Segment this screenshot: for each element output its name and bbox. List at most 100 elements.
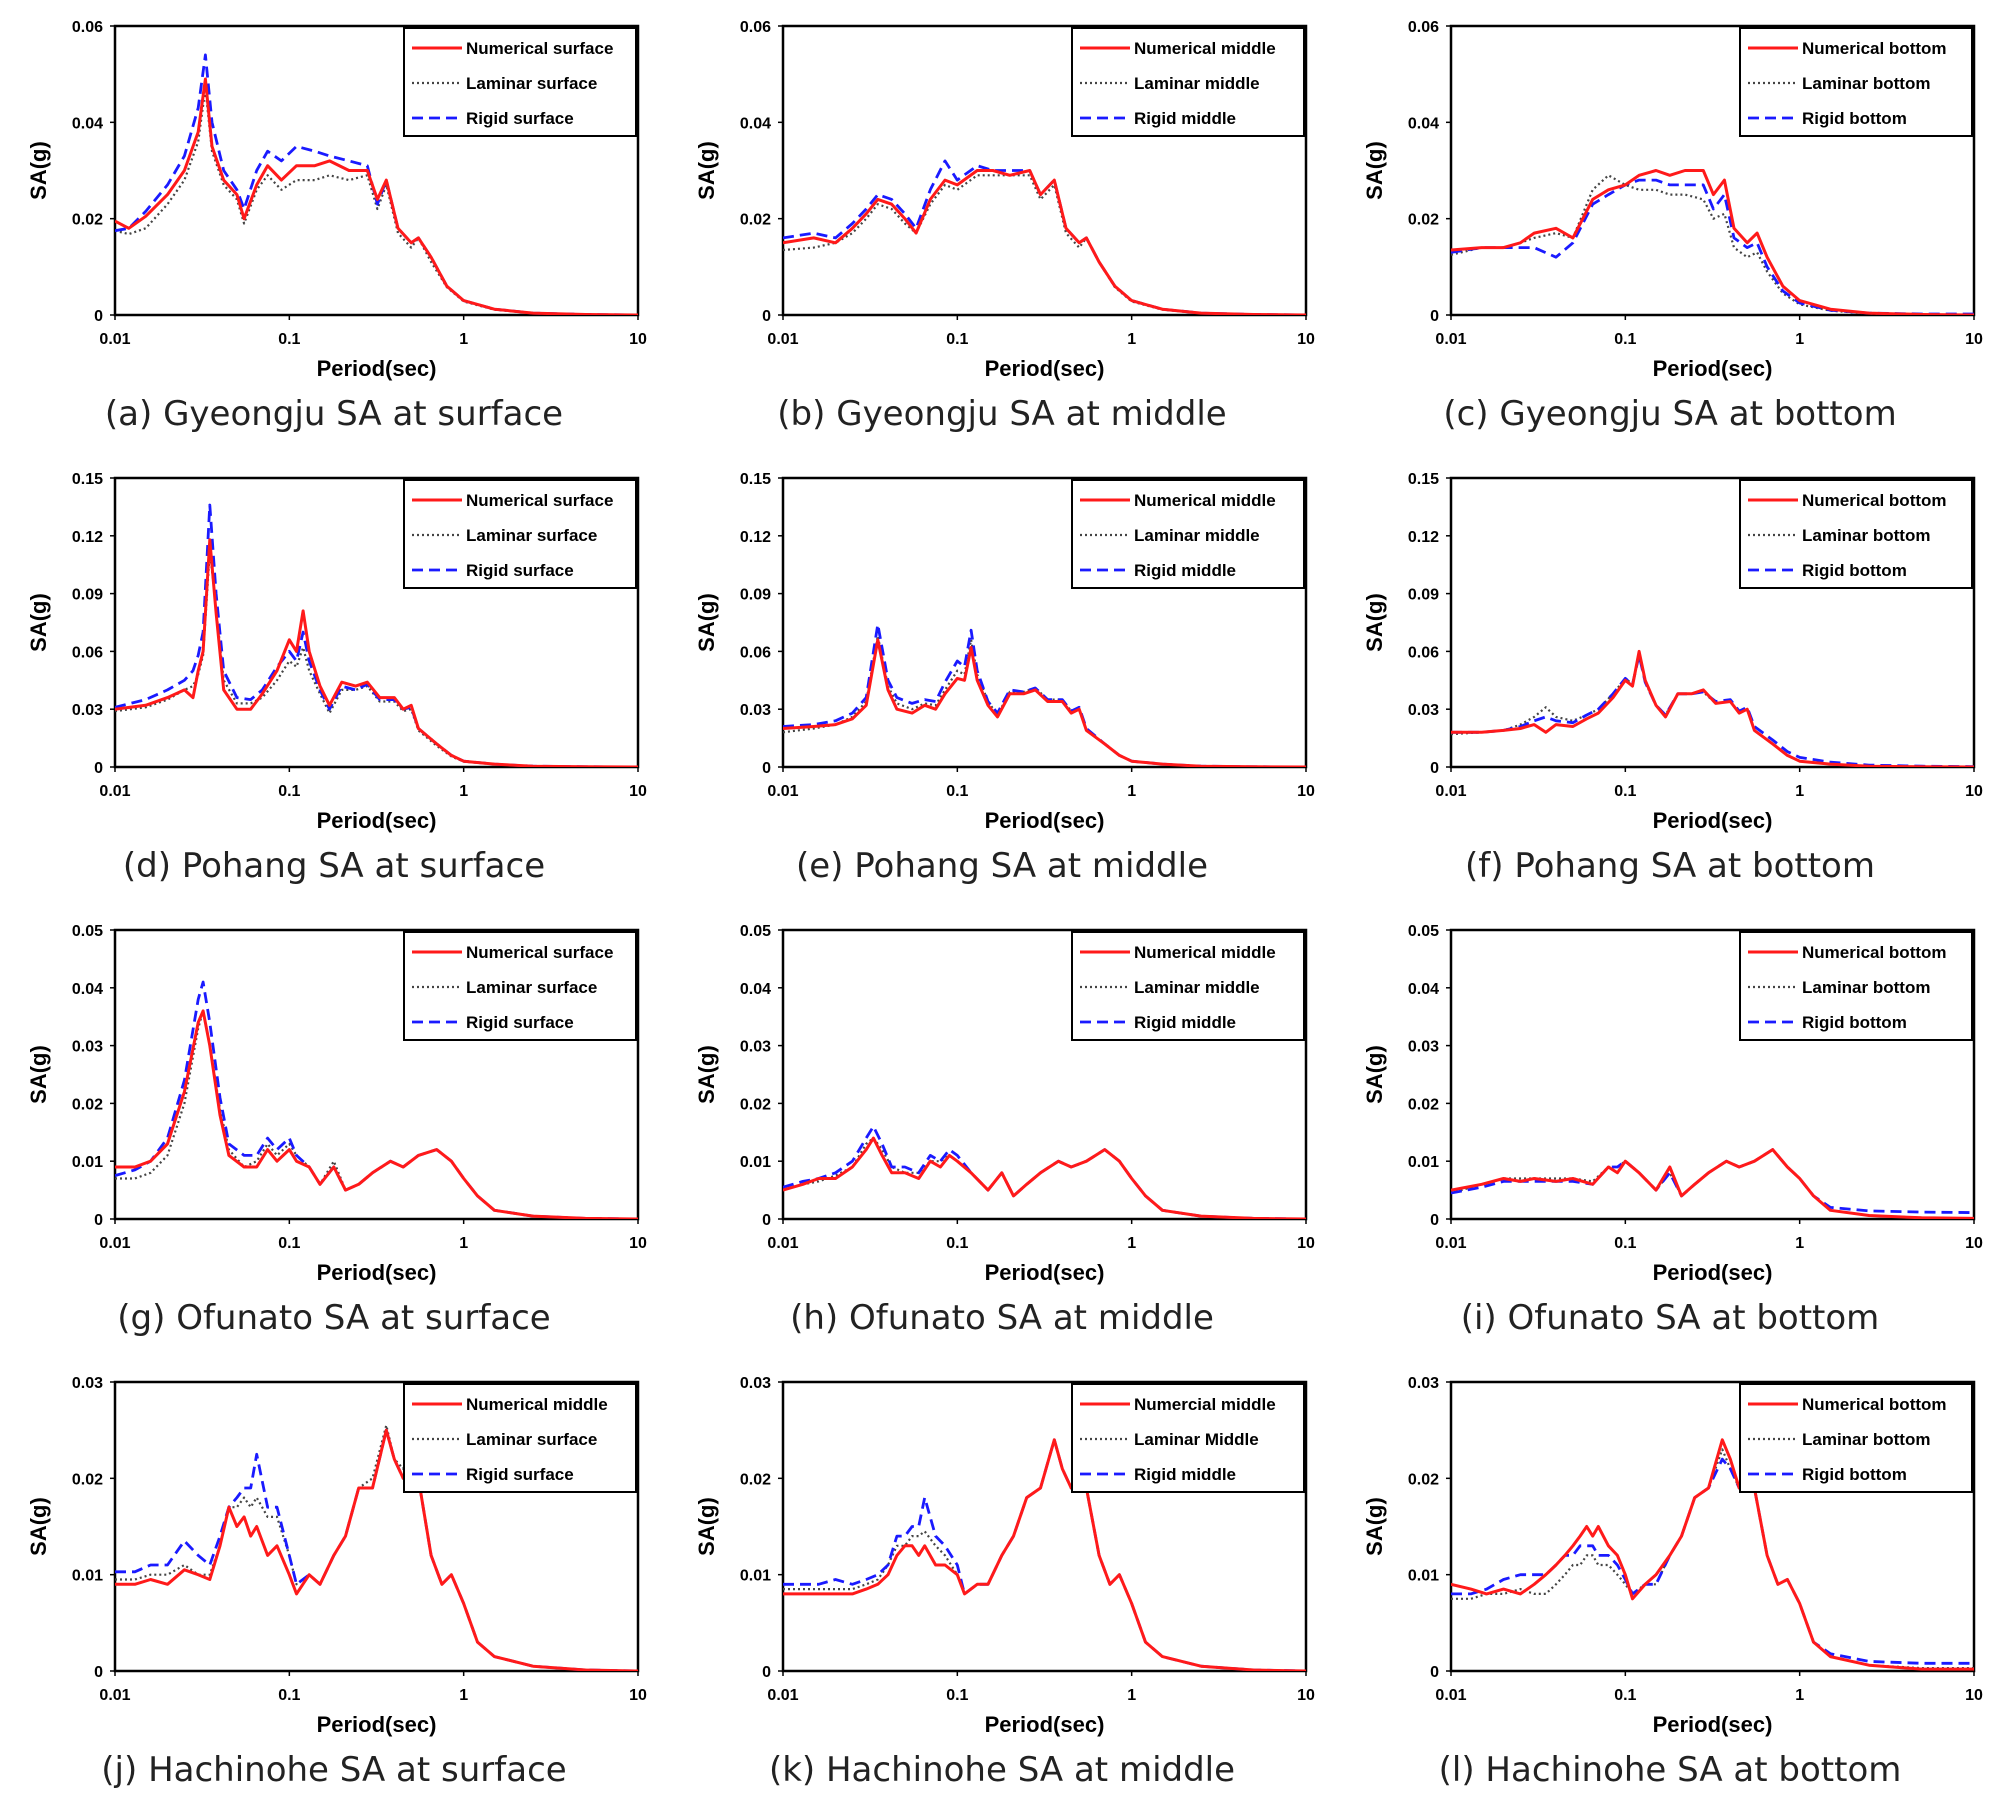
legend: Numerical bottom Laminar bottom Rigid bott… — [1739, 1383, 1973, 1493]
plot-frame — [1449, 1380, 1976, 1673]
chart-svg: 0 0.02 0.04 0.06 0.01 0.1 1 10 Period(sec) SA(g) N… — [694, 19, 1315, 381]
legend: Numercial middle Laminar Middle Rigid midd… — [1071, 1383, 1305, 1493]
chart-svg: 0 0.01 0.02 0.03 0.01 0.1 1 10 Period(sec) SA(g) N… — [694, 1375, 1315, 1737]
x-tick-label: 10 — [1297, 1235, 1315, 1252]
y-axis-label: SA(g) — [694, 141, 719, 200]
chart-svg: 0 0.03 0.06 0.09 0.12 0.15 0.01 0.1 1 10 Period(se… — [26, 471, 647, 833]
x-tick-label: 0.1 — [946, 783, 968, 800]
x-tick-label: 1 — [1127, 331, 1136, 348]
x-tick-label: 1 — [459, 331, 468, 348]
y-tick-label: 0.05 — [740, 923, 771, 940]
series-line-rigid — [783, 159, 1306, 315]
x-axis-label: Period(sec) — [317, 1712, 437, 1737]
y-tick-label: 0.03 — [72, 1375, 103, 1392]
x-tick-label: 0.01 — [99, 1687, 130, 1704]
series-line-numerical — [783, 638, 1306, 767]
series-line-numerical — [1451, 169, 1974, 315]
legend-label: Laminar surface — [466, 978, 597, 997]
x-tick-label: 1 — [1795, 1235, 1804, 1252]
y-tick-label: 0.03 — [740, 1039, 771, 1056]
x-tick-label: 10 — [1965, 331, 1983, 348]
series-line-numerical — [783, 169, 1306, 315]
series-line-numerical — [1451, 1148, 1974, 1219]
x-axis-label: Period(sec) — [317, 1260, 437, 1285]
figure-caption: (l) Hachinohe SA at bottom — [1438, 1750, 1902, 1790]
x-axis-label: Period(sec) — [1653, 356, 1773, 381]
y-tick-label: 0.01 — [1408, 1154, 1439, 1171]
legend-label: Numerical bottom — [1802, 1395, 1947, 1414]
figure-caption: (e) Pohang SA at middle — [795, 846, 1209, 886]
x-tick-label: 1 — [459, 1235, 468, 1252]
y-tick-label: 0.02 — [72, 1471, 103, 1488]
figure-caption: (j) Hachinohe SA at surface — [101, 1750, 567, 1790]
y-tick-label: 0.03 — [1408, 1039, 1439, 1056]
figure-caption: (b) Gyeongju SA at middle — [777, 394, 1227, 434]
legend: Numerical surface Laminar surface Rigid su… — [403, 27, 637, 137]
chart-panel-h: 0 0.01 0.02 0.03 0.04 0.05 0.01 0.1 1 10 Period(se… — [668, 904, 1336, 1356]
plot-frame — [1449, 24, 1976, 317]
y-tick-label: 0.06 — [740, 644, 771, 661]
y-tick-label: 0.06 — [1408, 644, 1439, 661]
y-tick-label: 0.02 — [72, 212, 103, 229]
legend-label: Laminar middle — [1134, 978, 1260, 997]
legend-label: Rigid bottom — [1802, 1013, 1907, 1032]
x-tick-label: 0.01 — [99, 783, 130, 800]
y-tick-label: 0 — [762, 1664, 771, 1681]
x-tick-label: 1 — [459, 783, 468, 800]
x-tick-label: 10 — [1297, 331, 1315, 348]
series-line-laminar — [783, 1137, 1306, 1219]
y-tick-label: 0.01 — [72, 1154, 103, 1171]
legend-label: Rigid surface — [466, 1465, 574, 1484]
x-tick-label: 0.1 — [946, 1235, 968, 1252]
chart-svg: 0 0.02 0.04 0.06 0.01 0.1 1 10 Period(sec) SA(g) N… — [26, 19, 647, 381]
x-axis-label: Period(sec) — [1653, 808, 1773, 833]
legend-label: Rigid middle — [1134, 1013, 1236, 1032]
legend: Numerical middle Laminar middle Rigid midd… — [1071, 479, 1305, 589]
legend-label: Laminar middle — [1134, 74, 1260, 93]
legend-label: Laminar bottom — [1802, 978, 1930, 997]
y-tick-label: 0.06 — [740, 19, 771, 36]
y-tick-label: 0 — [762, 308, 771, 325]
chart-panel-c: 0 0.02 0.04 0.06 0.01 0.1 1 10 Period(sec) SA(g) N… — [1336, 0, 2004, 452]
legend-box — [1739, 27, 1973, 137]
y-tick-label: 0.03 — [1408, 1375, 1439, 1392]
legend: Numerical middle Laminar middle Rigid midd… — [1071, 931, 1305, 1041]
figure-caption: (k) Hachinohe SA at middle — [768, 1750, 1236, 1790]
y-tick-label: 0.02 — [740, 1471, 771, 1488]
legend-label: Laminar middle — [1134, 526, 1260, 545]
plot-frame — [1449, 476, 1976, 769]
chart-svg: 0 0.01 0.02 0.03 0.04 0.05 0.01 0.1 1 10 Period(se… — [694, 923, 1315, 1285]
y-tick-label: 0.04 — [1408, 981, 1439, 998]
chart-svg: 0 0.01 0.02 0.03 0.04 0.05 0.01 0.1 1 10 Period(se… — [1362, 923, 1983, 1285]
y-tick-label: 0.03 — [740, 1375, 771, 1392]
y-tick-label: 0 — [762, 760, 771, 777]
x-tick-label: 0.1 — [1614, 1687, 1636, 1704]
y-axis-label: SA(g) — [26, 593, 51, 652]
series-line-laminar — [783, 174, 1306, 315]
y-tick-label: 0 — [94, 308, 103, 325]
x-tick-label: 0.01 — [1435, 1687, 1466, 1704]
x-tick-label: 1 — [1127, 783, 1136, 800]
y-tick-label: 0.15 — [740, 471, 771, 488]
series-line-rigid — [115, 53, 638, 315]
series-line-laminar — [1451, 174, 1974, 315]
x-tick-label: 0.1 — [946, 331, 968, 348]
figure-caption: (g) Ofunato SA at surface — [117, 1298, 551, 1338]
chart-svg: 0 0.01 0.02 0.03 0.04 0.05 0.01 0.1 1 10 Period(se… — [26, 923, 647, 1285]
y-tick-label: 0.02 — [740, 1096, 771, 1113]
x-tick-label: 1 — [1795, 1687, 1804, 1704]
y-tick-label: 0.04 — [740, 115, 771, 132]
x-tick-label: 0.1 — [278, 1235, 300, 1252]
x-tick-label: 10 — [629, 783, 647, 800]
legend-label: Numerical surface — [466, 943, 613, 962]
chart-panel-b: 0 0.02 0.04 0.06 0.01 0.1 1 10 Period(sec) SA(g) N… — [668, 0, 1336, 452]
plot-frame — [781, 24, 1308, 317]
legend-label: Numerical surface — [466, 491, 613, 510]
figure-caption: (d) Pohang SA at surface — [122, 846, 546, 886]
x-tick-label: 0.1 — [278, 783, 300, 800]
series-line-numerical — [115, 1009, 638, 1219]
series-line-numerical — [115, 1428, 638, 1671]
x-tick-label: 10 — [1297, 783, 1315, 800]
y-tick-label: 0.05 — [1408, 923, 1439, 940]
